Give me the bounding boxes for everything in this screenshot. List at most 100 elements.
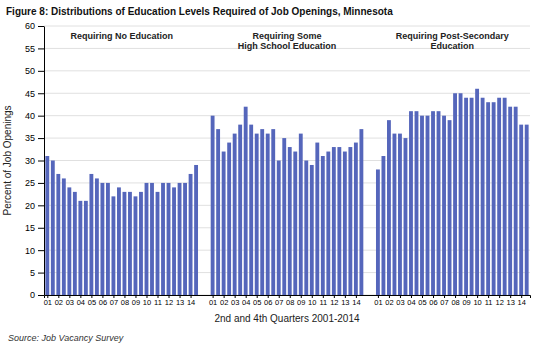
x-tick-label: 02 — [55, 298, 63, 307]
x-tick: 06 — [264, 295, 272, 307]
y-tick: 10 — [25, 246, 44, 256]
bar — [117, 187, 121, 295]
y-tick: 60 — [25, 21, 44, 31]
grid-line — [44, 272, 530, 273]
bar — [393, 134, 397, 295]
bar — [238, 125, 242, 295]
bar — [497, 98, 501, 295]
x-tick: 10 — [473, 295, 481, 307]
x-tick: 02 — [55, 295, 63, 307]
x-tick: 11 — [485, 295, 493, 307]
bar — [167, 183, 171, 295]
x-tick-label: 01 — [44, 298, 52, 307]
y-tick: 25 — [25, 178, 44, 188]
bars — [45, 89, 528, 295]
bar — [112, 196, 116, 295]
bar — [189, 174, 193, 295]
x-tick: 04 — [407, 295, 415, 307]
bar — [525, 125, 529, 295]
bar — [415, 111, 419, 295]
x-tick: 12 — [165, 295, 173, 307]
bar — [183, 183, 187, 295]
y-tick: 50 — [25, 66, 44, 76]
x-tick-label: 04 — [407, 298, 415, 307]
bar — [277, 161, 281, 296]
bar — [288, 147, 292, 295]
bar — [398, 134, 402, 295]
x-tick: 08 — [121, 295, 129, 307]
x-tick-label: 06 — [429, 298, 437, 307]
y-tick: 55 — [25, 44, 44, 54]
bar — [343, 152, 347, 295]
y-tick-label: 50 — [25, 66, 35, 76]
x-tick: 12 — [330, 295, 338, 307]
bar — [326, 152, 330, 295]
x-tick-label: 10 — [143, 298, 151, 307]
x-tick-label: 09 — [462, 298, 470, 307]
bar — [156, 192, 160, 295]
x-tick-label: 11 — [154, 298, 162, 307]
y-tick-label: 10 — [25, 246, 35, 256]
x-tick-label: 11 — [485, 298, 493, 307]
x-tick-label: 12 — [495, 298, 503, 307]
bar — [332, 147, 336, 295]
bar — [73, 192, 77, 295]
y-tick: 0 — [30, 290, 44, 300]
x-tick-label: 13 — [506, 298, 514, 307]
bar — [89, 174, 93, 295]
x-tick-label: 03 — [231, 298, 239, 307]
y-tick-mark — [38, 205, 44, 206]
bar — [409, 111, 413, 295]
x-tick: 01 — [44, 295, 52, 307]
x-tick: 06 — [99, 295, 107, 307]
y-tick-mark — [38, 138, 44, 139]
y-tick: 45 — [25, 89, 44, 99]
x-tick-label: 07 — [110, 298, 118, 307]
x-tick: 02 — [385, 295, 393, 307]
x-tick: 08 — [451, 295, 459, 307]
x-tick-label: 01 — [209, 298, 217, 307]
bar — [123, 192, 127, 295]
bar — [134, 196, 138, 295]
bar — [45, 156, 49, 295]
y-axis: 051015202530354045505560 — [25, 21, 45, 300]
x-tick: 01 — [374, 295, 382, 307]
x-tick: 01 — [209, 295, 217, 307]
x-tick-label: 13 — [341, 298, 349, 307]
x-tick: 14 — [352, 295, 360, 307]
bar — [470, 98, 474, 295]
x-tick: 13 — [506, 295, 514, 307]
grid-line — [44, 250, 530, 251]
y-tick-label: 25 — [25, 178, 35, 188]
bar — [426, 116, 430, 295]
x-tick-label: 09 — [297, 298, 305, 307]
bar — [359, 129, 363, 295]
bar — [431, 111, 435, 295]
bar — [514, 107, 518, 295]
bar — [271, 129, 275, 295]
bar — [227, 143, 231, 295]
x-tick: 07 — [440, 295, 448, 307]
y-tick-label: 20 — [25, 201, 35, 211]
x-tick-label: 02 — [385, 298, 393, 307]
bar — [321, 156, 325, 295]
x-tick: 05 — [418, 295, 426, 307]
bar — [387, 120, 391, 295]
source: Source: Job Vacancy Survey — [8, 333, 124, 343]
bar — [293, 152, 297, 295]
bar — [95, 178, 99, 295]
grid-line — [44, 205, 530, 206]
x-tick-label: 14 — [187, 298, 195, 307]
x-tick: 09 — [132, 295, 140, 307]
y-tick-label: 45 — [25, 89, 35, 99]
x-tick-label: 13 — [176, 298, 184, 307]
x-tick: 12 — [495, 295, 503, 307]
bar — [106, 183, 110, 295]
bar — [492, 102, 496, 295]
bar — [442, 116, 446, 295]
bar — [249, 125, 253, 295]
y-tick-mark — [38, 161, 44, 162]
bar — [475, 89, 479, 295]
y-tick-label: 0 — [30, 290, 35, 300]
bar — [420, 116, 424, 295]
